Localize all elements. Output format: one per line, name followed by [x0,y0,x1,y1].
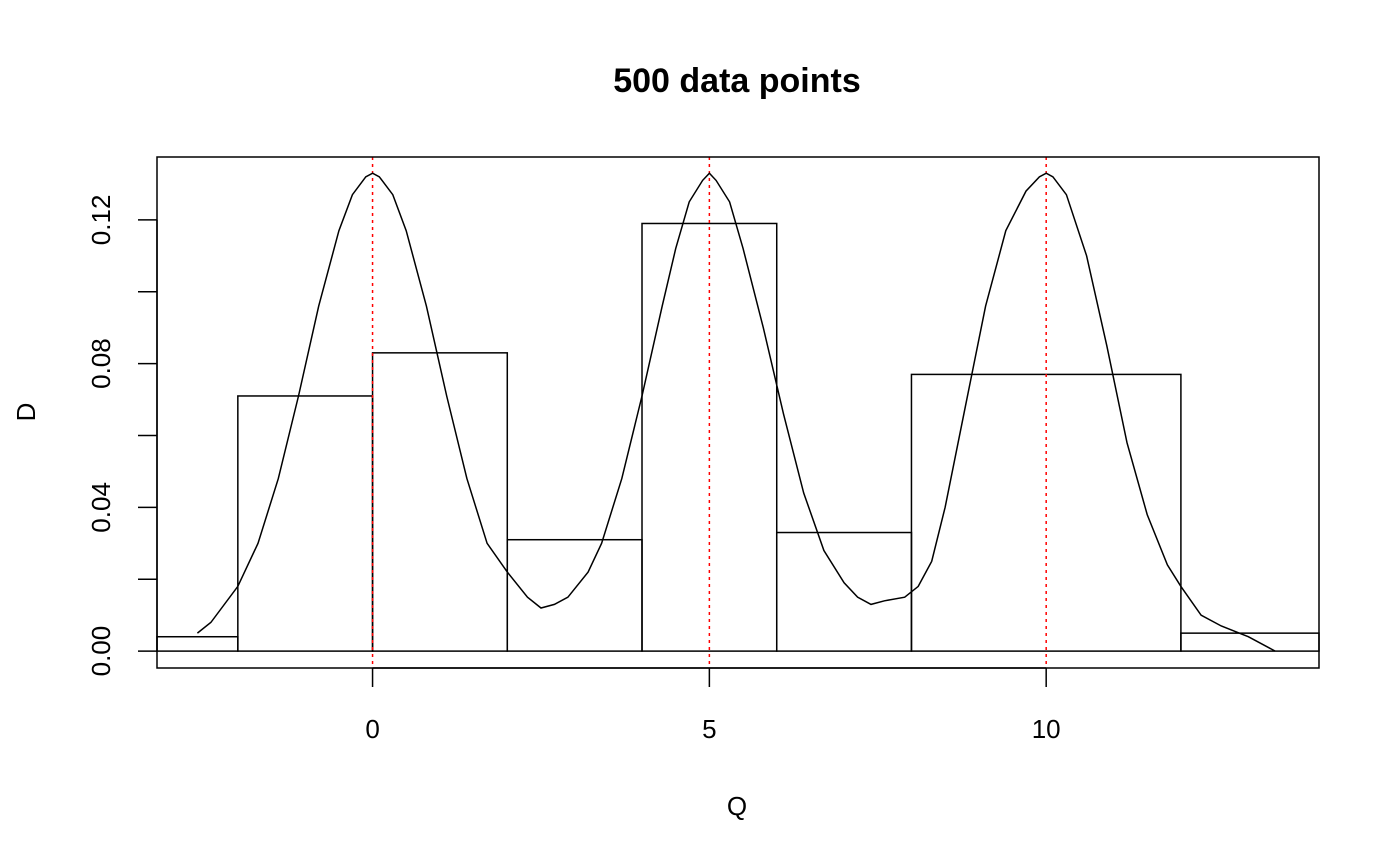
histogram-bar-4 [641,222,778,652]
histogram-bar-1 [237,395,374,652]
x-tick-label: 0 [365,714,379,744]
x-axis: 0 5 10 [365,667,1061,744]
y-axis: 0.00 0.04 0.08 0.12 [86,195,158,677]
y-tick-label: 0.04 [86,482,116,533]
y-axis-label: D [11,403,41,422]
histogram-bar-3 [506,538,643,652]
histogram-bar-0 [156,635,239,652]
x-axis-label: Q [727,791,747,821]
chart-title: 500 data points [613,62,861,100]
histogram-bar-5 [775,531,913,652]
y-tick-label: 0.00 [86,626,116,677]
histogram-bar-6 [910,373,1182,652]
x-tick-label: 10 [1032,714,1061,744]
y-tick-label: 0.08 [86,338,116,389]
histogram-bar-2 [371,352,509,652]
y-tick-label: 0.12 [86,195,116,246]
histogram-bars [156,222,1320,652]
density-curve [196,172,1276,652]
reference-lines [371,157,1047,668]
x-tick-label: 5 [702,714,716,744]
histogram-bar-7 [1180,632,1320,652]
